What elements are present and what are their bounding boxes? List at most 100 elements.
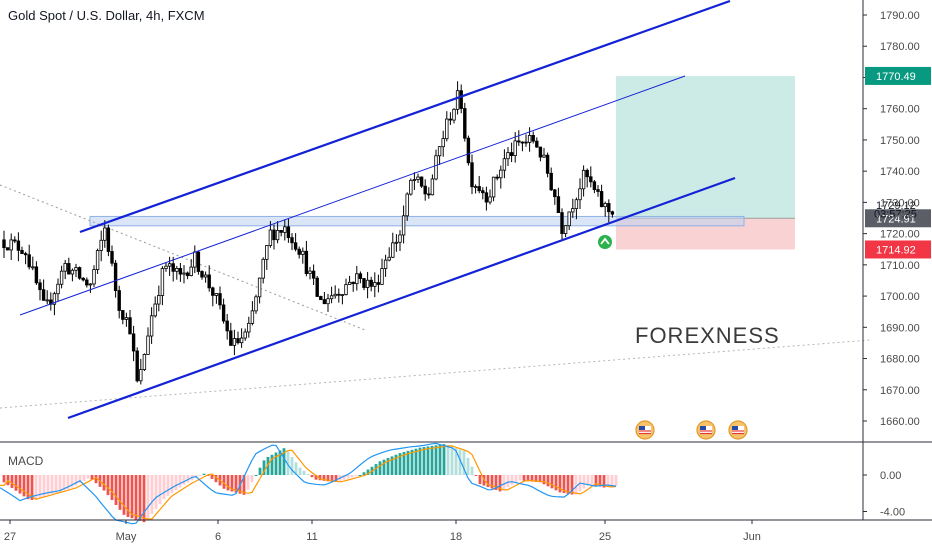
candle: [376, 274, 381, 293]
channel-upper-line: [79, 0, 731, 234]
macd-bar: [454, 447, 458, 475]
candle: [250, 301, 255, 326]
candle: [153, 296, 157, 318]
candle: [362, 277, 366, 291]
macd-bar: [522, 475, 526, 481]
candle: [275, 221, 280, 244]
us-event-icon[interactable]: [635, 420, 655, 440]
candle: [5, 247, 10, 251]
dotted-uptrend: [0, 339, 871, 409]
candle: [398, 230, 402, 252]
macd-bar: [50, 475, 54, 495]
macd-bar: [174, 475, 178, 491]
candle: [81, 277, 85, 282]
macd-bar: [610, 475, 614, 487]
macd-bar: [590, 475, 594, 485]
macd-bar: [418, 447, 422, 475]
candle: [110, 245, 114, 267]
candle: [409, 178, 413, 196]
macd-bar: [386, 458, 390, 475]
macd-bar: [42, 475, 46, 497]
y-tick-label: 1690.00: [880, 322, 920, 334]
macd-bar: [38, 475, 42, 498]
candle: [200, 270, 204, 280]
macd-bar: [550, 475, 554, 489]
support-band: [89, 215, 745, 227]
candle: [556, 187, 561, 214]
macd-bar: [350, 475, 354, 478]
candle: [333, 285, 337, 299]
last-price-label: 1729.12: [876, 200, 916, 212]
candle: [247, 316, 251, 338]
macd-bar: [242, 475, 246, 495]
candle: [358, 271, 363, 284]
candle: [283, 219, 287, 241]
macd-bar: [298, 467, 302, 475]
y-tick-label: 1740.00: [880, 166, 920, 178]
candle: [218, 286, 222, 310]
us-event-icon[interactable]: [728, 420, 748, 440]
position-zones: [616, 75, 795, 250]
candle: [301, 247, 305, 264]
candle: [167, 256, 172, 276]
macd-bar: [170, 475, 174, 494]
candle: [214, 293, 219, 304]
x-tick-label: 6: [215, 531, 221, 543]
y-tick-label: 1660.00: [880, 416, 920, 428]
macd-bar: [270, 454, 274, 475]
macd-bar: [182, 475, 186, 485]
macd-bar: [502, 475, 506, 490]
long-signal-icon[interactable]: [598, 235, 612, 249]
candle: [77, 266, 82, 280]
candle: [441, 130, 445, 157]
macd-bar: [574, 475, 578, 495]
candle: [254, 294, 258, 314]
candle: [463, 102, 467, 142]
macd-bar: [94, 475, 98, 484]
candle: [265, 244, 269, 270]
candle: [20, 246, 24, 254]
candle: [139, 358, 143, 385]
candle: [189, 259, 193, 277]
candle: [419, 176, 424, 188]
candle: [531, 131, 535, 144]
candle: [481, 187, 485, 200]
macd-bar: [570, 475, 574, 495]
macd-bar: [150, 475, 154, 514]
macd-bar: [10, 475, 14, 488]
candle: [185, 271, 190, 280]
candle: [538, 146, 543, 162]
candle: [146, 327, 150, 355]
candle: [470, 154, 474, 195]
macd-bar: [558, 475, 562, 493]
event-icons[interactable]: [598, 235, 748, 440]
candle: [506, 147, 510, 166]
candle: [128, 310, 132, 335]
candle: [484, 186, 489, 211]
candle: [290, 233, 294, 251]
candle: [405, 192, 409, 221]
candle: [261, 257, 265, 284]
candle: [488, 189, 492, 205]
macd-bar: [554, 475, 558, 491]
price-channel: [19, 0, 736, 420]
us-event-icon[interactable]: [696, 420, 716, 440]
candle: [99, 230, 103, 262]
candle: [56, 278, 60, 302]
candle: [430, 174, 435, 196]
macd-bar: [146, 475, 150, 519]
macd-bar: [566, 475, 570, 494]
candle: [416, 173, 420, 183]
candle: [59, 265, 64, 289]
candle: [121, 310, 125, 325]
candle: [182, 265, 186, 284]
candle: [459, 84, 463, 114]
candle: [412, 172, 417, 190]
macd-bar: [314, 475, 318, 480]
x-tick-label: Jun: [743, 531, 761, 543]
macd-bar: [382, 459, 386, 475]
macd-bar: [234, 475, 238, 493]
macd-bar: [602, 475, 606, 488]
macd-bar: [498, 475, 502, 492]
candle: [34, 261, 39, 285]
